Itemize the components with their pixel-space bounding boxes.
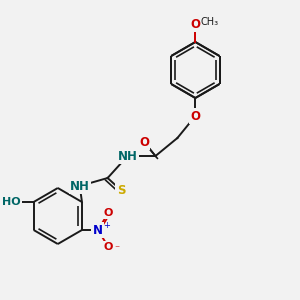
Text: ⁻: ⁻ <box>114 244 119 254</box>
Text: O: O <box>103 208 112 218</box>
Text: O: O <box>190 110 200 122</box>
Text: HO: HO <box>2 197 21 207</box>
Text: O: O <box>103 242 112 252</box>
Text: N: N <box>93 224 103 236</box>
Text: O: O <box>190 17 200 31</box>
Text: CH₃: CH₃ <box>200 17 218 27</box>
Text: NH: NH <box>70 179 90 193</box>
Text: NH: NH <box>118 149 137 163</box>
Text: +: + <box>103 220 110 230</box>
Text: S: S <box>117 184 125 196</box>
Text: O: O <box>139 136 149 148</box>
